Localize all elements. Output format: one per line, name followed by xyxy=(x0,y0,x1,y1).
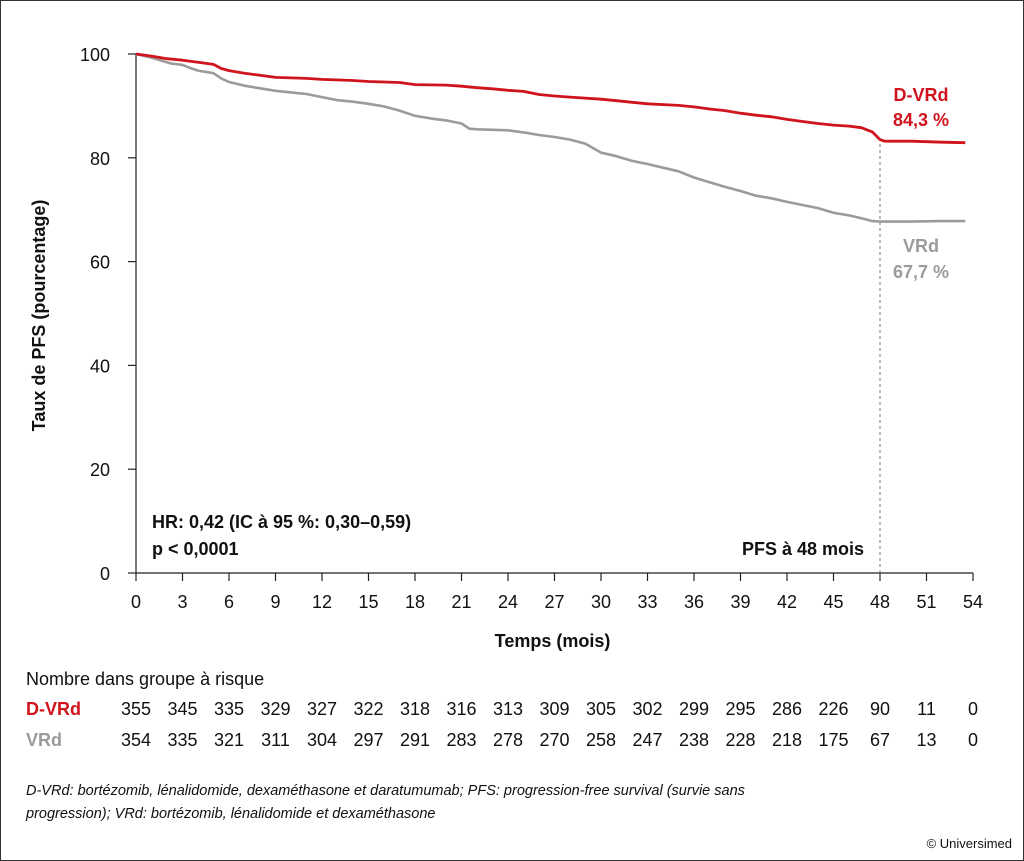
x-tick-label: 48 xyxy=(870,592,890,612)
x-tick-label: 42 xyxy=(777,592,797,612)
x-tick-label: 24 xyxy=(498,592,518,612)
x-tick-label: 15 xyxy=(358,592,378,612)
x-tick-label: 51 xyxy=(916,592,936,612)
chart-axes xyxy=(135,54,973,574)
series-name-d-vrd: D-VRd xyxy=(894,85,949,105)
risk-cell: 322 xyxy=(353,699,384,719)
risk-cell: 218 xyxy=(771,730,803,750)
risk-cell: 299 xyxy=(678,699,710,719)
risk-cell: 175 xyxy=(818,730,849,750)
x-tick-label: 54 xyxy=(963,592,983,612)
risk-cell: 305 xyxy=(585,699,617,719)
footnote: D-VRd: bortézomib, lénalidomide, dexamét… xyxy=(26,783,745,822)
risk-cell: 321 xyxy=(213,730,245,750)
risk-cell: 226 xyxy=(818,699,849,719)
series-name-vrd: VRd xyxy=(903,236,939,256)
risk-cell: 304 xyxy=(306,730,338,750)
x-axis-title: Temps (mois) xyxy=(495,631,611,651)
p-value-annotation: p < 0,0001 xyxy=(152,539,239,559)
x-tick-label: 9 xyxy=(270,592,280,612)
risk-cell: 335 xyxy=(167,730,198,750)
x-tick-label: 18 xyxy=(405,592,425,612)
x-tick-label: 6 xyxy=(224,592,234,612)
risk-cell: 329 xyxy=(260,699,291,719)
risk-cell: 13 xyxy=(916,730,937,750)
risk-cell: 278 xyxy=(492,730,524,750)
risk-cell: 258 xyxy=(585,730,617,750)
x-tick-label: 3 xyxy=(177,592,187,612)
y-tick-label: 60 xyxy=(90,253,110,273)
hazard-ratio-annotation: HR: 0,42 (IC à 95 %: 0,30–0,59) xyxy=(152,512,411,532)
risk-row-label: D-VRd xyxy=(26,699,81,719)
x-tick-label: 39 xyxy=(730,592,750,612)
y-tick-label: 40 xyxy=(90,356,110,376)
series-end-value-d-vrd: 84,3 % xyxy=(893,110,949,130)
risk-cell: 291 xyxy=(399,730,431,750)
risk-cell: 327 xyxy=(306,699,338,719)
pfs-48-annotation: PFS à 48 mois xyxy=(742,539,864,559)
risk-cell: 316 xyxy=(446,699,477,719)
x-tick-label: 21 xyxy=(451,592,471,612)
risk-cell: 355 xyxy=(120,699,152,719)
y-axis-title: Taux de PFS (pourcentage) xyxy=(29,200,49,432)
risk-cell: 67 xyxy=(869,730,891,750)
risk-row-label: VRd xyxy=(26,730,62,750)
chart-labels: Temps (mois) Taux de PFS (pourcentage) D-V… xyxy=(29,85,949,651)
risk-cell: 283 xyxy=(446,730,477,750)
x-tick-label: 0 xyxy=(131,592,141,612)
risk-cell: 302 xyxy=(632,699,663,719)
risk-cell: 247 xyxy=(632,730,663,750)
risk-cell: 286 xyxy=(771,699,803,719)
risk-cell: 345 xyxy=(167,699,198,719)
y-tick-label: 0 xyxy=(100,564,110,584)
risk-cell: 335 xyxy=(213,699,245,719)
x-tick-label: 45 xyxy=(823,592,843,612)
risk-cell: 295 xyxy=(725,699,756,719)
series-end-value-vrd: 67,7 % xyxy=(893,262,949,282)
x-tick-label: 27 xyxy=(544,592,564,612)
x-tick-label: 12 xyxy=(312,592,332,612)
risk-cell: 238 xyxy=(678,730,710,750)
y-tick-label: 80 xyxy=(90,149,110,169)
risk-cell: 309 xyxy=(539,699,570,719)
risk-cell: 311 xyxy=(261,730,290,750)
risk-cell: 270 xyxy=(539,730,570,750)
risk-cell: 228 xyxy=(725,730,756,750)
chart-curves xyxy=(135,52,966,573)
risk-cell: 11 xyxy=(917,699,936,719)
risk-cell: 0 xyxy=(967,699,978,719)
curve-d-vrd xyxy=(135,52,966,145)
risk-cell: 354 xyxy=(120,730,152,750)
risk-row-vrd: VRd 354 335 321 311 304 297 291 283 278 270 258 247 2… xyxy=(0,730,1022,754)
risk-cell: 313 xyxy=(492,699,524,719)
x-tick-label: 33 xyxy=(637,592,657,612)
copyright-notice: © Universimed xyxy=(926,836,1012,851)
risk-table-title: Nombre dans groupe à risque xyxy=(26,669,265,689)
x-tick-label: 36 xyxy=(684,592,704,612)
risk-cell: 0 xyxy=(967,730,978,750)
risk-cell: 318 xyxy=(399,699,431,719)
risk-row-d-vrd: D-VRd 355 345 335 329 327 322 318 316 313 309 305 30… xyxy=(0,699,1022,723)
risk-cell: 90 xyxy=(869,699,891,719)
x-tick-label: 30 xyxy=(591,592,611,612)
y-tick-label: 20 xyxy=(90,460,110,480)
curve-vrd xyxy=(135,52,966,223)
risk-cell: 297 xyxy=(353,730,384,750)
y-tick-label: 100 xyxy=(80,45,110,65)
